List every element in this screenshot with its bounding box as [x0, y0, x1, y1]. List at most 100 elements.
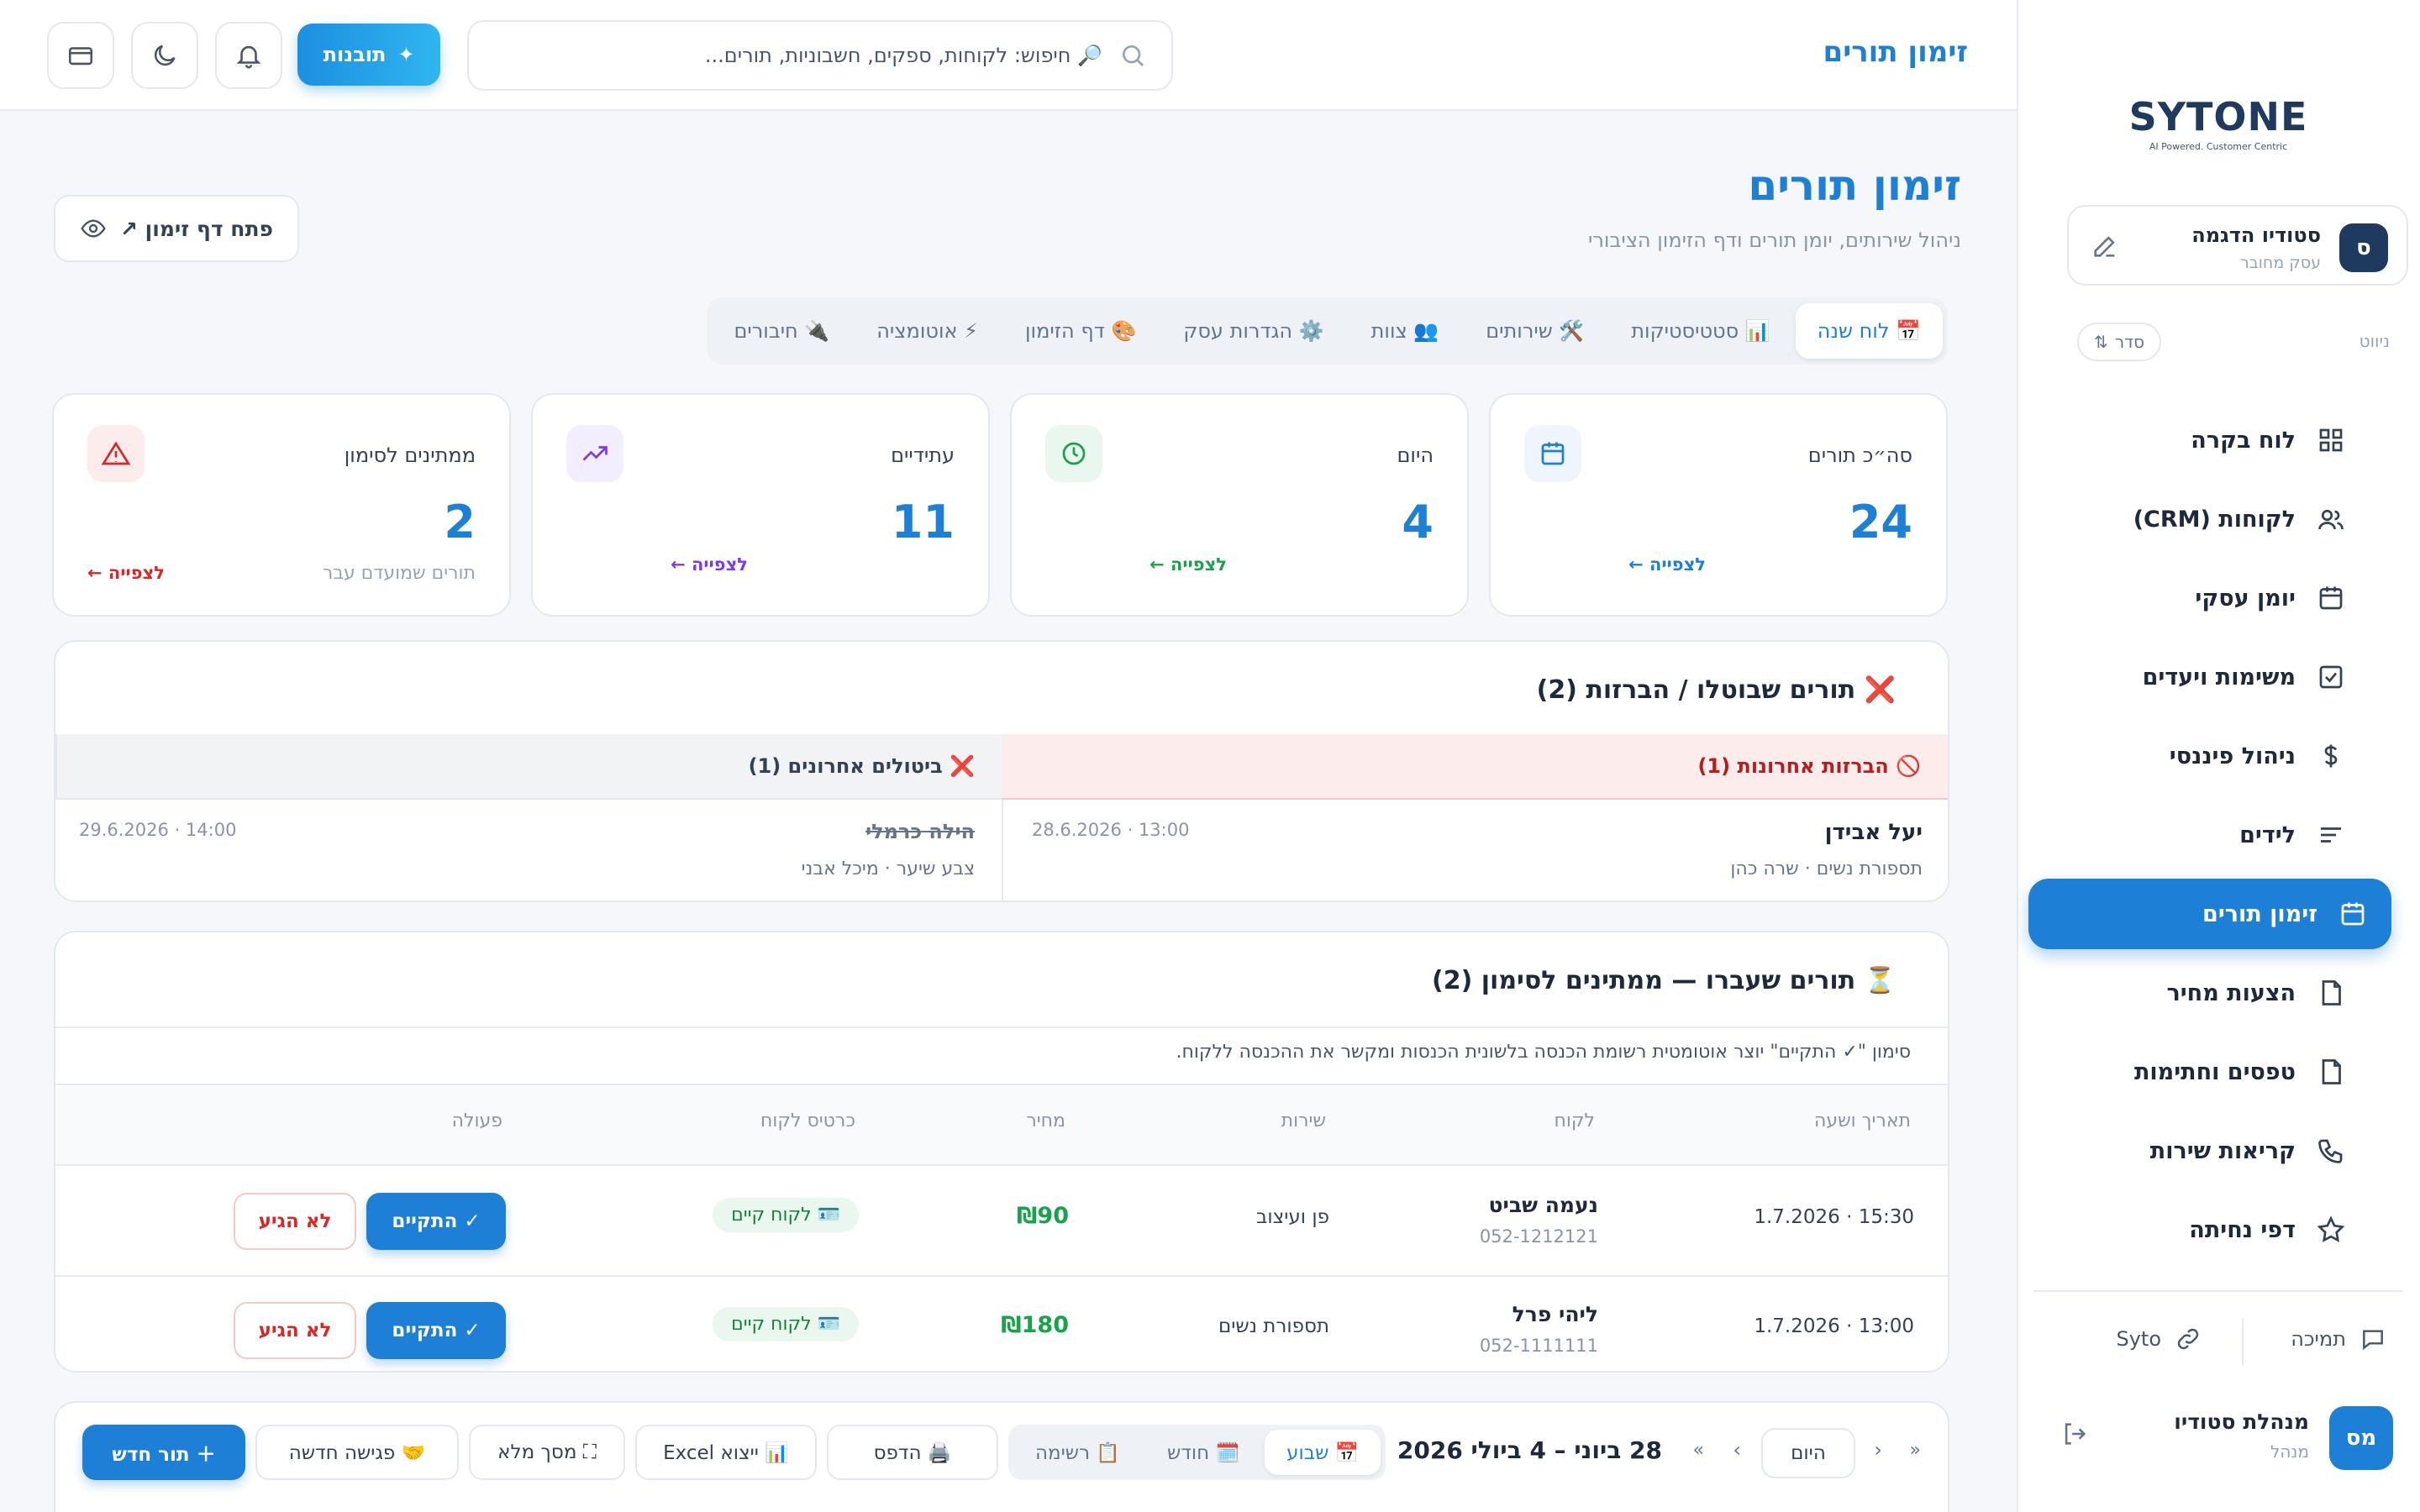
sidebar-item-5[interactable]: לידים: [2067, 800, 2370, 870]
topbar: זימון תורים 🔎 חיפוש: לקוחות, ספקים, חשבו…: [0, 0, 2017, 111]
tab-3[interactable]: 👥 צוות: [1370, 319, 1439, 343]
customer-card-badge[interactable]: 🪪 לקוח קיים: [713, 1198, 859, 1232]
mark-noshow-button[interactable]: לא הגיע: [234, 1302, 356, 1359]
billing-button[interactable]: [47, 22, 114, 89]
new-meeting-button[interactable]: 🤝 פגישה חדשה: [255, 1425, 459, 1480]
sidebar-item-1[interactable]: לקוחות (CRM): [2067, 484, 2370, 554]
stat-link[interactable]: לצפייה ←: [671, 554, 748, 575]
user-avatar[interactable]: מס: [2329, 1406, 2393, 1470]
row-customer-name[interactable]: ליהי פרל: [1512, 1302, 1598, 1326]
support-link[interactable]: תמיכה: [2291, 1326, 2386, 1352]
dark-mode-button[interactable]: [131, 22, 198, 89]
search-icon: [1123, 45, 1144, 66]
tab-2[interactable]: 🛠️ שירותים: [1486, 319, 1585, 343]
row-customer-name[interactable]: נעמה שביט: [1488, 1193, 1599, 1217]
pending-card: ⏳ תורים שעברו — ממתינים לסימון (2) סימון…: [54, 931, 1949, 1373]
stat-card-0[interactable]: סה״כ תורים 24 לצפייה ←: [1489, 393, 1948, 617]
print-button[interactable]: 🖨️ הדפס: [827, 1425, 998, 1480]
new-appointment-button[interactable]: ＋ תור חדש: [82, 1425, 245, 1480]
sidebar-item-6[interactable]: זימון תורים: [2028, 879, 2391, 949]
noshow-item[interactable]: יעל אבידן תספורת נשים · שרה כהן 13:00 · …: [1032, 820, 1923, 892]
sidebar-item-label: לקוחות (CRM): [2133, 506, 2296, 533]
sidebar-item-10[interactable]: דפי נחיתה: [2067, 1194, 2370, 1265]
mark-noshow-button[interactable]: לא הגיע: [234, 1193, 356, 1250]
today-button[interactable]: היום: [1761, 1428, 1855, 1478]
bell-icon: [236, 45, 261, 69]
sidebar-item-9[interactable]: קריאות שירות: [2067, 1116, 2370, 1186]
sidebar-item-2[interactable]: יומן עסקי: [2067, 563, 2370, 633]
sort-icon: ⇅: [2094, 332, 2108, 352]
view-option-1[interactable]: 🗓️ חודש: [1167, 1441, 1240, 1464]
edit-icon[interactable]: [2091, 232, 2119, 260]
tab-7[interactable]: 🔌 חיבורים: [734, 319, 830, 343]
phone-icon: [2316, 1136, 2346, 1166]
user-name: מנהלת סטודיו: [2174, 1410, 2309, 1434]
stat-title: סה״כ תורים: [1807, 444, 1912, 467]
next-far-button[interactable]: »: [1692, 1440, 1704, 1461]
sidebar-item-label: קריאות שירות: [2149, 1137, 2296, 1164]
mark-done-button[interactable]: ✓ התקיים: [366, 1302, 506, 1359]
sidebar-item-0[interactable]: לוח בקרה: [2067, 405, 2370, 475]
view-toggle: 📋 רשימה 🗓️ חודש 📅 שבוע: [1008, 1425, 1386, 1480]
syto-link[interactable]: Syto: [2116, 1326, 2202, 1352]
stat-title: עתידיים: [891, 444, 955, 467]
next-button[interactable]: ›: [1733, 1438, 1741, 1462]
sidebar-item-4[interactable]: ניהול פיננסי: [2067, 721, 2370, 791]
dollar-icon: [2316, 741, 2346, 771]
view-option-2[interactable]: 📋 רשימה: [1035, 1441, 1121, 1464]
sidebar-item-8[interactable]: טפסים וחתימות: [2067, 1037, 2370, 1107]
export-excel-button[interactable]: 📊 ייצוא Excel: [635, 1425, 817, 1480]
pending-title: ⏳ תורים שעברו — ממתינים לסימון (2): [1431, 966, 1896, 995]
stat-card-2[interactable]: עתידיים 11 לצפייה ←: [531, 393, 990, 617]
notifications-button[interactable]: [215, 22, 282, 89]
mark-done-button[interactable]: ✓ התקיים: [366, 1193, 506, 1250]
tab-0[interactable]: 📅 לוח שנה: [1795, 303, 1943, 359]
stat-link[interactable]: לצפייה ←: [1628, 554, 1706, 575]
fullscreen-button[interactable]: ⛶ מסך מלא: [469, 1425, 625, 1480]
stat-value: 2: [444, 496, 476, 549]
row-price: ₪180: [1001, 1312, 1069, 1338]
cancel-header-label: ❌ ביטולים אחרונים (1): [748, 754, 975, 778]
tab-6[interactable]: ⚡ אוטומציה: [876, 319, 978, 343]
view-option-0[interactable]: 📅 שבוע: [1265, 1430, 1381, 1475]
workspace-card[interactable]: ס סטודיו הדגמה עסק מחובר: [2067, 205, 2408, 286]
search-input[interactable]: 🔎 חיפוש: לקוחות, ספקים, חשבוניות, תורים.…: [467, 20, 1173, 91]
noshow-detail: תספורת נשים · שרה כהן: [1730, 858, 1923, 879]
tab-5[interactable]: 🎨 דף הזימון: [1025, 319, 1137, 343]
sort-button[interactable]: סדר ⇅: [2077, 323, 2161, 361]
stat-card-3[interactable]: ממתינים לסימון 2 תורים שמועדם עבר לצפייה ←: [52, 393, 511, 617]
list-icon: [2316, 820, 2346, 850]
table-row: 13:00 · 1.7.2026 ליהי פרל 052-1111111 תספור…: [55, 1275, 1948, 1371]
sidebar-item-3[interactable]: משימות ויעדים: [2067, 642, 2370, 712]
column-header: פעולה: [451, 1110, 502, 1131]
tab-1[interactable]: 📊 סטטיסטיקות: [1631, 319, 1770, 343]
customer-card-badge[interactable]: 🪪 לקוח קיים: [713, 1307, 859, 1341]
cancel-name: הילה כרמלי: [865, 820, 975, 843]
stat-link[interactable]: לצפייה ←: [87, 563, 165, 583]
noshow-header: [1002, 734, 1948, 800]
logout-icon[interactable]: [2060, 1420, 2089, 1448]
users-icon: [2316, 504, 2346, 534]
row-service: תספורת נשים: [1218, 1315, 1329, 1337]
prev-button[interactable]: ‹: [1874, 1438, 1882, 1462]
page-subtitle: ניהול שירותים, יומן תורים ודף הזימון הצי…: [1588, 228, 1961, 252]
calendar-icon: [2316, 583, 2346, 613]
column-header: לקוח: [1554, 1110, 1595, 1131]
column-header: שירות: [1281, 1110, 1326, 1131]
stat-card-1[interactable]: היום 4 לצפייה ←: [1010, 393, 1469, 617]
cancelled-title: ❌ תורים שבוטלו / הברזות (2): [1536, 675, 1896, 705]
sidebar-item-label: לוח בקרה: [2191, 427, 2296, 454]
sidebar-item-11[interactable]: איסוף חשבוניות: [2067, 1273, 2370, 1290]
stat-title: היום: [1397, 444, 1434, 467]
prev-far-button[interactable]: «: [1909, 1440, 1921, 1461]
insights-button[interactable]: ✦ תובנות: [297, 24, 440, 86]
cancel-when: 14:00 · 29.6.2026: [79, 820, 237, 840]
tab-4[interactable]: ⚙️ הגדרות עסק: [1183, 319, 1324, 343]
cancel-item[interactable]: הילה כרמלי צבע שיער · מיכל אבני 14:00 · …: [79, 820, 975, 892]
stat-link[interactable]: לצפייה ←: [1150, 554, 1227, 575]
row-customer-phone: 052-1111111: [1479, 1336, 1598, 1356]
sparkle-icon: ✦: [397, 43, 415, 66]
sidebar-item-7[interactable]: הצעות מחיר: [2067, 958, 2370, 1028]
open-booking-page-button[interactable]: פתח דף זימון ↗: [54, 195, 299, 262]
logo[interactable]: SYTONE AI Powered. Customer Centric: [2128, 94, 2308, 152]
